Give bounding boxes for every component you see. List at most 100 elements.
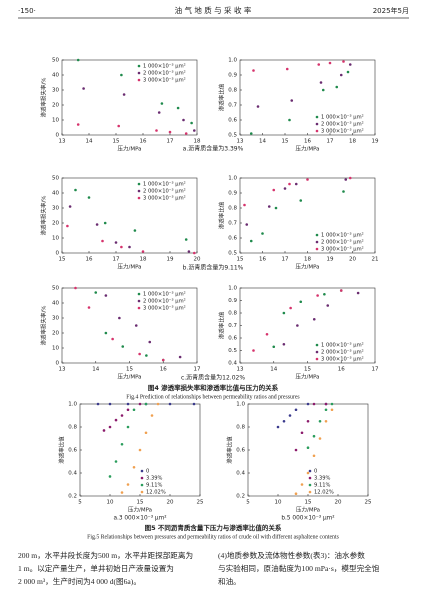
legend-label: 2 000×10⁻³ μm² (143, 299, 186, 305)
data-point (182, 118, 185, 122)
x-tick-label: 17 (282, 257, 289, 263)
x-tick-label: 14 (259, 139, 266, 145)
data-point (348, 63, 352, 66)
plot-frame (61, 59, 198, 136)
y-axis-label: 渗透率比值 (218, 201, 226, 229)
x-tick-label: 17 (327, 139, 334, 145)
x-axis-label: 压力/MPa (296, 506, 320, 514)
x-tick-label: 15 (282, 139, 289, 145)
data-point (190, 121, 193, 125)
data-point (326, 304, 330, 307)
data-point (290, 99, 294, 102)
y-tick-label: 0.8 (68, 425, 77, 431)
data-point (114, 241, 118, 244)
data-point (243, 203, 246, 207)
data-point (193, 251, 196, 255)
data-point (282, 311, 286, 315)
x-axis-label: 压力/MPa (295, 263, 319, 271)
data-point (328, 61, 332, 65)
journal-name: 油 气 地 质 与 采 收 率 (175, 5, 252, 15)
legend-label: 2 000×10⁻³ μm² (321, 350, 364, 356)
data-point (312, 434, 316, 438)
data-point (289, 306, 292, 310)
y-tick-label: 0.9 (228, 298, 237, 304)
data-point (148, 340, 152, 344)
y-tick-label: 0.7 (228, 103, 237, 109)
y-tick-label: 0.8 (236, 425, 245, 431)
data-point (300, 483, 304, 486)
data-point (252, 349, 255, 352)
legend-label: 12.02% (146, 490, 166, 496)
legend-marker (137, 78, 141, 82)
x-axis-label: 压力/MPa (117, 263, 141, 271)
y-tick-label: 0.5 (228, 348, 237, 354)
data-point (96, 402, 100, 406)
data-point (126, 408, 130, 412)
legend-marker (315, 247, 319, 251)
data-point (156, 402, 160, 406)
x-tick-label: 13 (237, 367, 244, 373)
data-point (184, 238, 188, 241)
x-tick-label: 16 (259, 257, 266, 263)
data-point (126, 402, 130, 406)
data-point (144, 431, 148, 435)
x-tick-label: 21 (372, 257, 379, 263)
data-point (276, 425, 280, 429)
y-axis-label: 渗透率比值 (58, 436, 66, 464)
data-point (66, 224, 69, 228)
body-text: 与实验相同，原油黏度为100 mPa·s，模型完全饱 (218, 563, 380, 573)
x-tick-label: 13 (237, 139, 244, 145)
data-point (155, 129, 158, 132)
y-tick-label: 0 (56, 133, 60, 139)
legend-label: 0 (146, 469, 149, 475)
legend-label: 3 000×10⁻³ μm² (321, 357, 364, 363)
data-point (114, 418, 118, 422)
x-tick-label: 13 (59, 367, 66, 373)
data-point (294, 492, 298, 496)
data-point (126, 483, 130, 486)
y-tick-label: 0.4 (228, 361, 237, 367)
data-point (120, 245, 123, 249)
data-point (76, 123, 80, 126)
x-tick-label: 15 (59, 257, 66, 263)
data-point (144, 402, 148, 406)
x-tick-label: 25 (197, 500, 204, 506)
data-point (160, 102, 164, 105)
data-point (87, 306, 91, 309)
body-text: (4)地质参数及流体物性参数(表3)：油水参数 (218, 550, 365, 560)
data-point (138, 402, 142, 406)
data-point (294, 408, 298, 412)
data-point (339, 289, 343, 292)
y-tick-label: 0.2 (68, 494, 77, 500)
y-tick-label: 0.6 (228, 118, 237, 124)
y-tick-label: 50 (52, 176, 59, 182)
issue-date: 2025年5月 (373, 6, 409, 15)
data-point (102, 429, 106, 432)
legend-marker (137, 299, 141, 303)
data-point (94, 291, 98, 294)
data-point (176, 106, 180, 110)
data-point (339, 73, 343, 77)
subcaption: c.沥青质含量为12.02% (181, 374, 245, 382)
x-tick-label: 18 (194, 139, 201, 145)
legend-marker (137, 189, 141, 193)
x-tick-label: 16 (338, 367, 345, 373)
legend-marker (308, 476, 312, 480)
x-axis-label: 压力/MPa (117, 145, 141, 153)
data-point (330, 402, 334, 406)
data-point (138, 448, 142, 452)
data-point (141, 250, 145, 253)
y-tick-label: 1.0 (68, 402, 77, 408)
y-tick-label: 40 (52, 73, 59, 79)
data-point (121, 345, 125, 348)
legend-label: 3 000×10⁻³ μm² (321, 247, 364, 253)
data-point (117, 124, 120, 128)
x-tick-label: 15 (137, 500, 144, 506)
y-tick-label: 20 (52, 103, 59, 109)
legend-label: 3 000×10⁻³ μm² (321, 129, 364, 135)
x-tick-label: 19 (167, 257, 174, 263)
x-tick-label: 16 (140, 139, 147, 145)
data-point (95, 223, 99, 226)
